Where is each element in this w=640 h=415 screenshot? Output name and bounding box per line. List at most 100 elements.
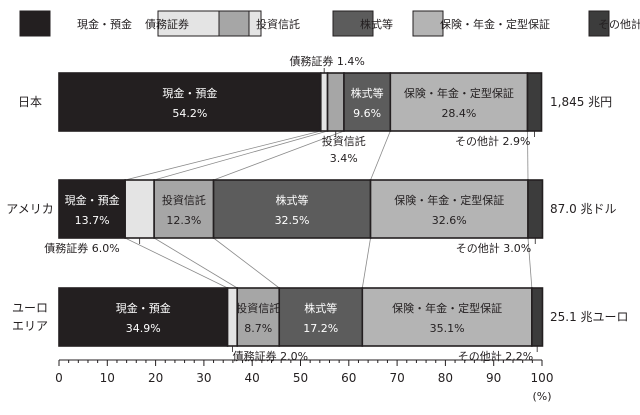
- bar-segment: [531, 287, 544, 347]
- category-label: アメリカ: [6, 202, 53, 216]
- bar-segment: [58, 72, 322, 132]
- connector-line: [125, 130, 321, 181]
- connector-line: [154, 130, 328, 181]
- bar-segment: [236, 287, 281, 347]
- x-tick-label: 30: [196, 371, 211, 385]
- legend-item: 株式等: [332, 10, 393, 37]
- data-label: 32.5%: [275, 214, 310, 227]
- legend-swatch: [412, 10, 444, 37]
- callout-label: 投資信託: [322, 134, 366, 148]
- connector-line: [153, 237, 238, 289]
- connector-line: [370, 130, 391, 181]
- x-tick-label: 20: [148, 371, 163, 385]
- data-label: 9.6%: [353, 107, 381, 120]
- bar-segment: [527, 179, 544, 239]
- bars: [58, 72, 544, 347]
- x-tick-label: 100: [531, 371, 554, 385]
- data-label: 13.7%: [75, 214, 110, 227]
- category-label: エリア: [12, 319, 48, 333]
- connector-line: [124, 237, 228, 289]
- legend-swatch: [588, 10, 610, 37]
- segment-name-label: 保険・年金・定型保証: [394, 193, 504, 207]
- bar-segment: [58, 179, 126, 239]
- bar-segment: [153, 179, 215, 239]
- legend-label: 投資信託: [256, 17, 300, 31]
- x-tick-label: 10: [100, 371, 115, 385]
- connector-line: [213, 130, 345, 181]
- total-label: 87.0 兆ドル: [550, 202, 617, 216]
- data-label: 28.4%: [441, 107, 476, 120]
- bar-segment: [319, 72, 329, 132]
- data-label: 12.3%: [166, 214, 201, 227]
- x-tick-label: 0: [55, 371, 63, 385]
- legend-item: 現金・預金: [19, 10, 132, 37]
- bar-segment: [369, 179, 529, 239]
- bar: [58, 72, 543, 132]
- x-tick-label: 80: [438, 371, 453, 385]
- legend-label: 現金・預金: [77, 17, 132, 31]
- legend-label: 株式等: [360, 17, 393, 31]
- legend-item: 投資信託: [218, 10, 300, 37]
- bar-segment: [389, 72, 529, 132]
- callout-label: その他計 2.2%: [458, 349, 533, 363]
- data-label: 17.2%: [303, 322, 338, 335]
- bar: [58, 287, 544, 347]
- callout-label: 債務証券 6.0%: [44, 241, 119, 255]
- legend-swatch: [218, 10, 250, 37]
- segment-name-label: 現金・預金: [116, 301, 171, 315]
- segment-name-label: 現金・預金: [162, 86, 217, 100]
- callout-label: 債務証券 2.0%: [233, 349, 308, 363]
- legend-label: 保険・年金・定型保証: [440, 17, 550, 31]
- connector-line: [361, 237, 371, 289]
- bar-segment: [124, 179, 155, 239]
- bar-segment: [526, 72, 543, 132]
- bar-segment: [58, 287, 229, 347]
- segment-labels: 現金・預金 54.2% 株式等 9.6% 保険・年金・定型保証 28.4% 現金・預金 13.…: [65, 86, 514, 335]
- legend-swatch: [19, 10, 51, 37]
- segment-name-label: 株式等: [351, 86, 384, 100]
- callout-label: 3.4%: [330, 152, 358, 165]
- bar-segment: [343, 72, 392, 132]
- bar-segment: [212, 179, 372, 239]
- data-label: 34.9%: [126, 322, 161, 335]
- data-label: 54.2%: [172, 107, 207, 120]
- connector-line: [213, 237, 280, 289]
- callout-label: 債務証券 1.4%: [289, 54, 364, 68]
- x-tick-label: 50: [293, 371, 308, 385]
- bar-segment: [278, 287, 364, 347]
- segment-name-label: 保険・年金・定型保証: [392, 301, 502, 315]
- legend-swatch: [332, 10, 374, 37]
- x-tick-label: 70: [389, 371, 404, 385]
- connector-line: [527, 237, 533, 289]
- legend-label: その他計: [598, 17, 640, 31]
- bar-segment: [361, 287, 533, 347]
- total-labels: 1,845 兆円 87.0 兆ドル 25.1 兆ユーロ: [550, 95, 629, 324]
- legend-item: その他計: [588, 10, 640, 37]
- x-tick-label: 60: [341, 371, 356, 385]
- segment-name-label: 保険・年金・定型保証: [404, 86, 514, 100]
- x-axis-unit: (%): [532, 390, 551, 403]
- legend: 現金・預金 債務証券 投資信託 株式等 保険・年金・定型保証 その他計: [19, 10, 640, 37]
- segment-name-label: 投資信託: [236, 301, 280, 315]
- x-tick-label: 40: [245, 371, 260, 385]
- category-label: ユーロ: [12, 301, 48, 315]
- bar-segment: [226, 287, 239, 347]
- callout-label: その他計 2.9%: [455, 134, 530, 148]
- legend-label: 債務証券: [145, 17, 189, 31]
- callout-label: その他計 3.0%: [456, 241, 531, 255]
- bar: [58, 179, 544, 239]
- data-label: 35.1%: [430, 322, 465, 335]
- data-label: 32.6%: [432, 214, 467, 227]
- x-tick-label: 90: [486, 371, 501, 385]
- segment-name-label: 投資信託: [162, 193, 206, 207]
- total-label: 1,845 兆円: [550, 95, 612, 109]
- segment-name-label: 株式等: [276, 193, 309, 207]
- segment-name-label: 現金・預金: [65, 193, 120, 207]
- x-axis: 0 10 20 30 40 50 60 70 80 90 100 (%): [55, 359, 554, 403]
- total-label: 25.1 兆ユーロ: [550, 310, 629, 324]
- connector-lines: [124, 130, 533, 289]
- segment-name-label: 株式等: [304, 301, 337, 315]
- data-label: 8.7%: [244, 322, 272, 335]
